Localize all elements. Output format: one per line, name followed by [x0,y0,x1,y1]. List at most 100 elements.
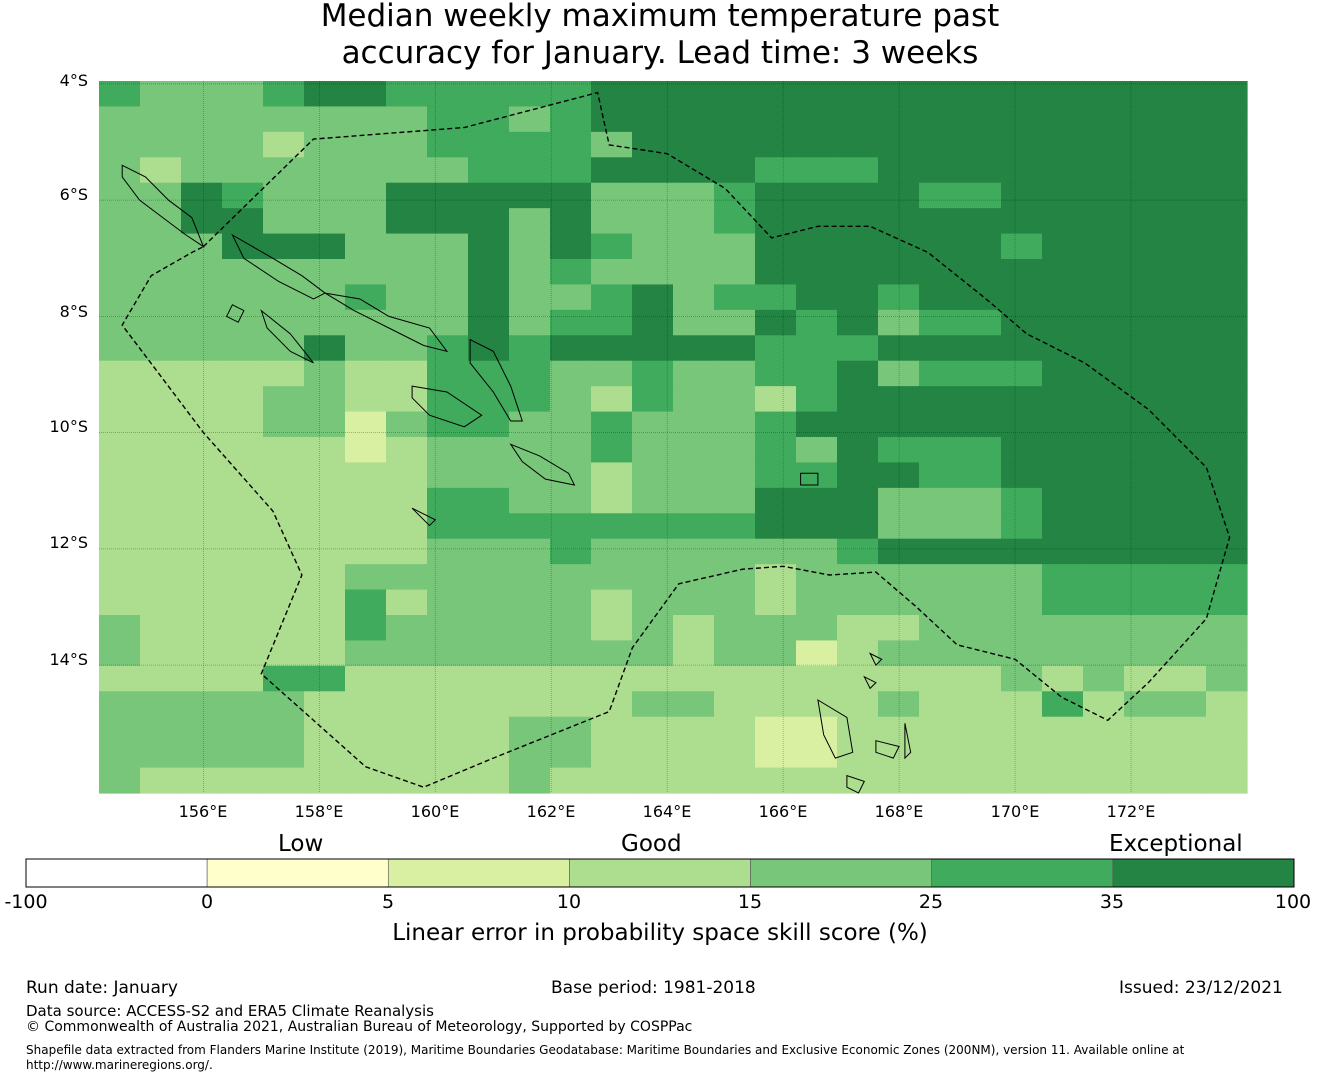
grid-cell [1001,106,1043,133]
grid-cell [1042,411,1084,438]
grid-cell [345,742,387,769]
grid-cell [99,284,141,311]
lat-label: 14°S [49,650,88,669]
grid-cell [386,182,428,209]
grid-cell [468,742,510,769]
grid-cell [181,564,223,591]
grid-cell [673,309,715,336]
grid-cell [1042,538,1084,565]
grid-cell [1083,284,1125,311]
island-outline [800,472,819,486]
grid-cell [878,411,920,438]
grid-cell [591,538,633,565]
grid-cell [960,360,1002,387]
grid-cell [222,208,264,235]
grid-cell [181,309,223,336]
grid-cell [468,360,510,387]
grid-cell [263,716,305,743]
grid-cell [1124,259,1166,286]
grid-cell [550,360,592,387]
grid-cell [960,182,1002,209]
grid-cell [181,538,223,565]
grid-cell [632,513,674,540]
grid-cell [550,615,592,642]
grid-cell [878,386,920,413]
grid-cell [632,640,674,667]
grid-cell [1124,665,1166,692]
island-outline [904,723,912,760]
grid-cell [427,487,469,514]
grid-cell [345,233,387,260]
grid-cell [550,284,592,311]
grid-cell [755,513,797,540]
grid-cell [345,615,387,642]
grid-cell [714,487,756,514]
grid-cell [1083,691,1125,718]
grid-cell [468,691,510,718]
lon-label: 170°E [990,802,1040,821]
shapefile-credit: Shapefile data extracted from Flanders M… [26,1043,1185,1057]
grid-cell [878,208,920,235]
grid-cell [345,182,387,209]
grid-cell [304,386,346,413]
grid-cell [673,691,715,718]
grid-cell [140,81,182,108]
grid-cell [837,589,879,616]
grid-cell [632,81,674,108]
grid-cell [99,665,141,692]
grid-cell [837,157,879,184]
grid-cell [714,538,756,565]
grid-cell [796,564,838,591]
grid-cell [1083,742,1125,769]
grid-cell [140,691,182,718]
grid-cell [222,487,264,514]
colorbar-axis-label: Linear error in probability space skill … [392,920,928,946]
grid-cell [222,615,264,642]
grid-cell [550,437,592,464]
grid-cell [960,767,1002,794]
grid-cell [919,208,961,235]
grid-cell [222,284,264,311]
grid-cell [468,665,510,692]
grid-cell [345,716,387,743]
grid-cell [632,462,674,489]
grid-cell [837,665,879,692]
colorbar-tick-label: 100 [1274,891,1312,913]
grid-cell [1083,665,1125,692]
grid-cell [304,538,346,565]
grid-cell [222,386,264,413]
grid-cell [304,360,346,387]
grid-cell [427,131,469,158]
category-exceptional: Exceptional [1109,831,1243,857]
grid-cell [591,716,633,743]
grid-cell [960,106,1002,133]
grid-cell [181,411,223,438]
grid-cell [140,742,182,769]
grid-cell [591,665,633,692]
grid-cell [386,665,428,692]
grid-cell [755,437,797,464]
grid-cell [468,131,510,158]
grid-cell [919,360,961,387]
grid-cell [427,538,469,565]
grid-cell [1042,360,1084,387]
grid-cell [345,411,387,438]
grid-cell [304,157,346,184]
grid-cell [263,665,305,692]
grid-cell [796,615,838,642]
grid-cell [181,640,223,667]
grid-cell [837,462,879,489]
grid-cell [632,665,674,692]
grid-cell [345,208,387,235]
lat-label: 8°S [59,302,88,321]
grid-cell [1206,615,1248,642]
grid-cell [837,538,879,565]
grid-cell [263,309,305,336]
grid-cell [509,742,551,769]
grid-cell [755,538,797,565]
grid-cell [1206,716,1248,743]
grid-cell [632,564,674,591]
grid-cell [796,487,838,514]
grid-cell [919,335,961,362]
